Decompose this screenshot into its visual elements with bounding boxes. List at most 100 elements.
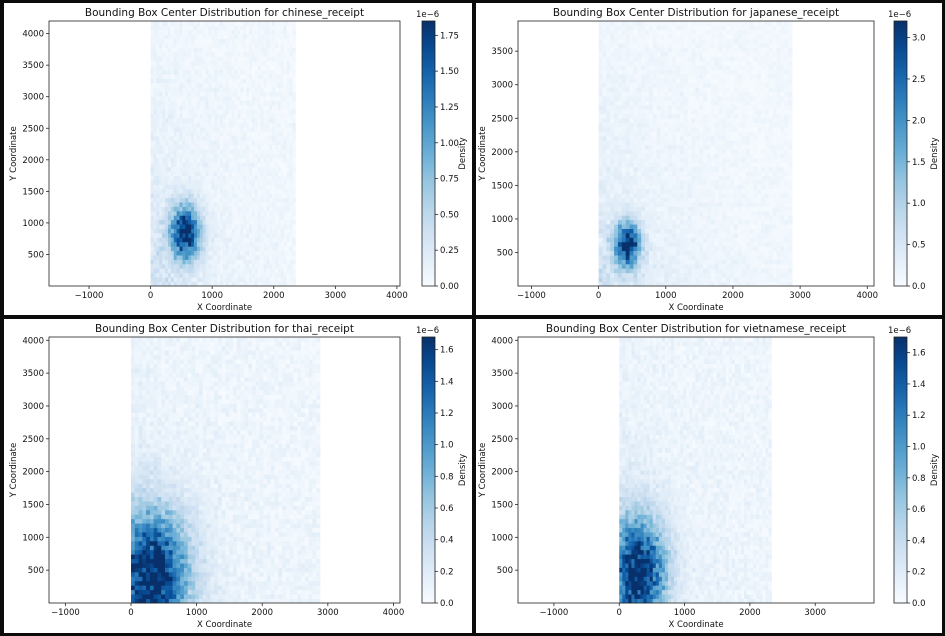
heatmap-cell bbox=[629, 149, 634, 154]
heatmap-cell bbox=[165, 25, 169, 31]
heatmap-cell bbox=[231, 78, 235, 84]
heatmap-cell bbox=[211, 175, 215, 181]
heatmap-cell bbox=[648, 263, 654, 269]
heatmap-cell bbox=[222, 29, 227, 35]
heatmap-cell bbox=[610, 188, 615, 194]
heatmap-cell bbox=[246, 127, 250, 132]
heatmap-cell bbox=[610, 162, 615, 168]
heatmap-cell bbox=[266, 224, 270, 229]
heatmap-cell bbox=[289, 60, 293, 66]
heatmap-cell bbox=[246, 113, 250, 119]
heatmap-cell bbox=[625, 157, 630, 163]
heatmap-cell bbox=[691, 109, 696, 115]
heatmap-cell bbox=[714, 157, 719, 163]
heatmap-cell bbox=[208, 25, 212, 31]
heatmap-cell bbox=[225, 82, 230, 88]
heatmap-cell bbox=[182, 91, 186, 97]
heatmap-cell bbox=[664, 82, 669, 88]
heatmap-cell bbox=[162, 91, 166, 97]
heatmap-cell bbox=[598, 104, 603, 110]
heatmap-cell bbox=[648, 206, 654, 212]
heatmap-cell bbox=[633, 268, 638, 274]
heatmap-cell bbox=[246, 255, 250, 260]
heatmap-cell bbox=[614, 122, 619, 128]
heatmap-cell bbox=[220, 246, 224, 252]
heatmap-cell bbox=[656, 171, 661, 176]
heatmap-cell bbox=[170, 162, 175, 168]
heatmap-cell bbox=[179, 277, 183, 282]
heatmap-cell bbox=[679, 233, 685, 238]
heatmap-cell bbox=[645, 166, 650, 172]
heatmap-cell bbox=[614, 149, 619, 154]
heatmap-cell bbox=[629, 180, 634, 185]
heatmap-cell bbox=[625, 206, 630, 212]
heatmap-cell bbox=[598, 263, 603, 269]
heatmap-cell bbox=[660, 60, 665, 66]
heatmap-cell bbox=[225, 140, 230, 146]
heatmap-cell bbox=[621, 104, 627, 110]
heatmap-cell bbox=[220, 193, 224, 199]
heatmap-cell bbox=[610, 184, 615, 190]
heatmap-cell bbox=[710, 246, 716, 252]
heatmap-cell bbox=[185, 127, 189, 132]
heatmap-cell bbox=[292, 184, 296, 190]
heatmap-cell bbox=[703, 43, 708, 48]
heatmap-cell bbox=[672, 263, 677, 269]
heatmap-cell bbox=[672, 215, 677, 221]
heatmap-cell bbox=[283, 255, 288, 260]
heatmap-cell bbox=[621, 184, 627, 190]
heatmap-cell bbox=[718, 118, 723, 123]
heatmap-cell bbox=[222, 118, 227, 123]
heatmap-cell bbox=[286, 233, 290, 238]
heatmap-cell bbox=[637, 127, 642, 132]
heatmap-cell bbox=[710, 180, 716, 185]
heatmap-cell bbox=[679, 74, 685, 79]
heatmap-cell bbox=[625, 250, 630, 256]
heatmap-cell bbox=[664, 272, 669, 278]
heatmap-cell bbox=[240, 131, 244, 137]
heatmap-cell bbox=[272, 281, 276, 287]
heatmap-cell bbox=[251, 149, 256, 154]
heatmap-cell bbox=[266, 127, 270, 132]
heatmap-cell bbox=[602, 56, 607, 62]
heatmap-cell bbox=[185, 74, 189, 79]
heatmap-cell bbox=[211, 255, 215, 260]
heatmap-cell bbox=[249, 100, 253, 106]
heatmap-cell bbox=[277, 166, 282, 172]
heatmap-cell bbox=[159, 219, 163, 225]
heatmap-cell bbox=[683, 246, 688, 252]
heatmap-cell bbox=[170, 228, 175, 234]
heatmap-cell bbox=[188, 241, 192, 247]
heatmap-cell bbox=[150, 157, 154, 163]
heatmap-cell bbox=[263, 219, 267, 225]
heatmap-cell bbox=[652, 246, 658, 252]
heatmap-cell bbox=[260, 91, 264, 97]
heatmap-cell bbox=[222, 25, 227, 31]
heatmap-cell bbox=[234, 25, 238, 31]
heatmap-cell bbox=[277, 215, 282, 221]
heatmap-cell bbox=[240, 74, 244, 79]
heatmap-cell bbox=[699, 188, 704, 194]
heatmap-cell bbox=[718, 250, 723, 256]
heatmap-cell bbox=[629, 21, 634, 26]
heatmap-cell bbox=[156, 171, 160, 176]
heatmap-cell bbox=[208, 65, 212, 70]
heatmap-cell bbox=[691, 51, 696, 57]
heatmap-cell bbox=[234, 104, 238, 110]
heatmap-cell bbox=[249, 202, 253, 207]
heatmap-cell bbox=[286, 193, 290, 199]
heatmap-cell bbox=[251, 100, 256, 106]
heatmap-cell bbox=[167, 78, 172, 84]
heatmap-cell bbox=[188, 153, 192, 159]
heatmap-cell bbox=[621, 188, 627, 194]
heatmap-cell bbox=[220, 215, 224, 221]
heatmap-cell bbox=[176, 96, 180, 101]
heatmap-cell bbox=[714, 122, 719, 128]
heatmap-cell bbox=[237, 272, 241, 278]
heatmap-cell bbox=[280, 224, 285, 229]
heatmap-cell bbox=[251, 233, 256, 238]
heatmap-cell bbox=[606, 268, 611, 274]
heatmap-cell bbox=[263, 210, 267, 216]
heatmap-cell bbox=[159, 135, 163, 141]
heatmap-cell bbox=[629, 241, 634, 247]
